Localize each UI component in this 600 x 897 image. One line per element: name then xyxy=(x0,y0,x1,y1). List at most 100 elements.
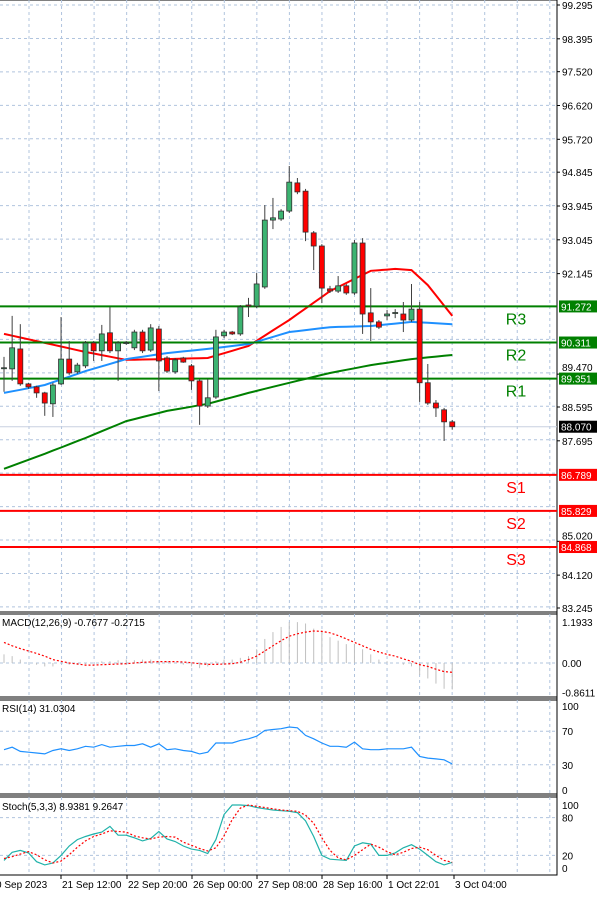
candle xyxy=(375,320,382,330)
candle-body xyxy=(449,421,456,428)
candle-body xyxy=(245,304,252,307)
level-price-label: 86.789 xyxy=(561,471,592,482)
candle-body xyxy=(351,242,358,294)
candle xyxy=(270,197,276,230)
rsi-label: RSI(14) 31.0304 xyxy=(2,704,76,715)
candle-body xyxy=(66,358,73,374)
candle xyxy=(1,356,7,392)
candle-body xyxy=(424,382,431,404)
price-axis-label: 97.520 xyxy=(562,68,593,79)
candle xyxy=(416,301,423,402)
candle-body xyxy=(1,367,7,370)
rsi-line xyxy=(3,726,453,765)
candle xyxy=(433,400,439,417)
candle-body xyxy=(147,327,154,351)
stoch-axis-label: 0 xyxy=(562,864,568,875)
pivot-level-label: S1 xyxy=(506,480,526,497)
time-axis-label: 3 Oct 04:00 xyxy=(455,880,507,891)
candle-body xyxy=(58,358,64,385)
candle xyxy=(318,244,325,304)
candle-body xyxy=(139,331,146,352)
level-price-box xyxy=(559,336,597,349)
stoch-axis-label: 80 xyxy=(562,814,574,825)
stoch-label: Stoch(5,3,3) 8.9381 9.2647 xyxy=(2,802,124,813)
candle xyxy=(261,205,268,289)
time-axis-label: 27 Sep 08:00 xyxy=(258,880,318,891)
candle-body xyxy=(278,210,285,220)
price-axis-label: 94.845 xyxy=(562,168,593,179)
level-price-box xyxy=(559,372,597,385)
stoch-axis-label: 20 xyxy=(562,851,574,862)
level-price-label: 85.829 xyxy=(561,507,592,518)
candle xyxy=(33,385,40,398)
candle-body xyxy=(359,242,366,315)
time-axis-label: 1 Oct 22:01 xyxy=(388,880,440,891)
macd-label: MACD(12,26,9) -0.7677 -0.2715 xyxy=(2,618,145,629)
candle-body xyxy=(131,331,138,349)
candle-body xyxy=(302,190,309,233)
candle-body xyxy=(41,392,48,404)
candle xyxy=(286,165,293,213)
price-axis-label: 84.120 xyxy=(562,571,593,582)
price-axis-label: 98.395 xyxy=(562,35,593,46)
candle xyxy=(74,362,81,374)
candle-body xyxy=(123,342,130,344)
candle-body xyxy=(90,342,97,352)
pivot-level-label: R3 xyxy=(506,311,527,328)
candle xyxy=(115,341,121,381)
candle-body xyxy=(392,312,399,314)
candle xyxy=(229,330,236,336)
candle-body xyxy=(384,313,390,317)
price-axis-label: 92.145 xyxy=(562,270,593,281)
candle-body xyxy=(164,357,170,372)
candle-body xyxy=(270,217,276,221)
pivot-level-label: R2 xyxy=(506,348,527,365)
candle xyxy=(294,178,301,195)
candle-body xyxy=(98,333,105,352)
pane-separator xyxy=(0,612,557,614)
stoch-axis-label: 100 xyxy=(562,801,579,812)
candle-body xyxy=(343,285,350,294)
candle xyxy=(131,329,138,351)
candle xyxy=(327,285,333,293)
candle-body xyxy=(367,312,374,323)
candle xyxy=(147,324,154,352)
candle-body xyxy=(335,285,342,292)
pane-separator xyxy=(0,794,557,797)
rsi-axis-label: 30 xyxy=(562,761,574,772)
candle-body xyxy=(50,384,56,405)
level-price-label: 90.311 xyxy=(561,339,591,350)
candle xyxy=(82,341,89,369)
stoch-d-line xyxy=(3,804,453,864)
candle xyxy=(139,329,146,354)
rsi-axis-label: 0 xyxy=(562,786,568,797)
candle xyxy=(245,297,252,318)
candle-body xyxy=(9,347,16,370)
level-price-box xyxy=(559,541,597,554)
rsi-axis-label: 100 xyxy=(562,702,579,713)
macd-axis-label: 1.1933 xyxy=(562,618,593,629)
candle xyxy=(180,356,187,363)
candle-body xyxy=(25,383,32,388)
price-axis-label: 96.620 xyxy=(562,101,593,112)
candle xyxy=(107,306,113,354)
candle-body xyxy=(33,386,40,394)
candle-body xyxy=(375,321,382,328)
candle xyxy=(58,317,64,386)
candle xyxy=(408,283,415,322)
price-axis-label: 88.595 xyxy=(562,403,593,414)
candle-body xyxy=(82,342,89,367)
price-axis-label: 87.695 xyxy=(562,437,593,448)
candle xyxy=(400,301,407,333)
candle-body xyxy=(212,336,219,398)
price-axis-label: 93.045 xyxy=(562,236,593,247)
candle xyxy=(196,379,203,425)
candle-body xyxy=(416,308,423,384)
candle xyxy=(278,209,285,221)
price-axis-label: 85.020 xyxy=(562,532,593,543)
candle-body xyxy=(188,365,195,382)
candle-body xyxy=(237,306,244,335)
candle-body xyxy=(294,182,301,193)
candle xyxy=(172,357,179,374)
